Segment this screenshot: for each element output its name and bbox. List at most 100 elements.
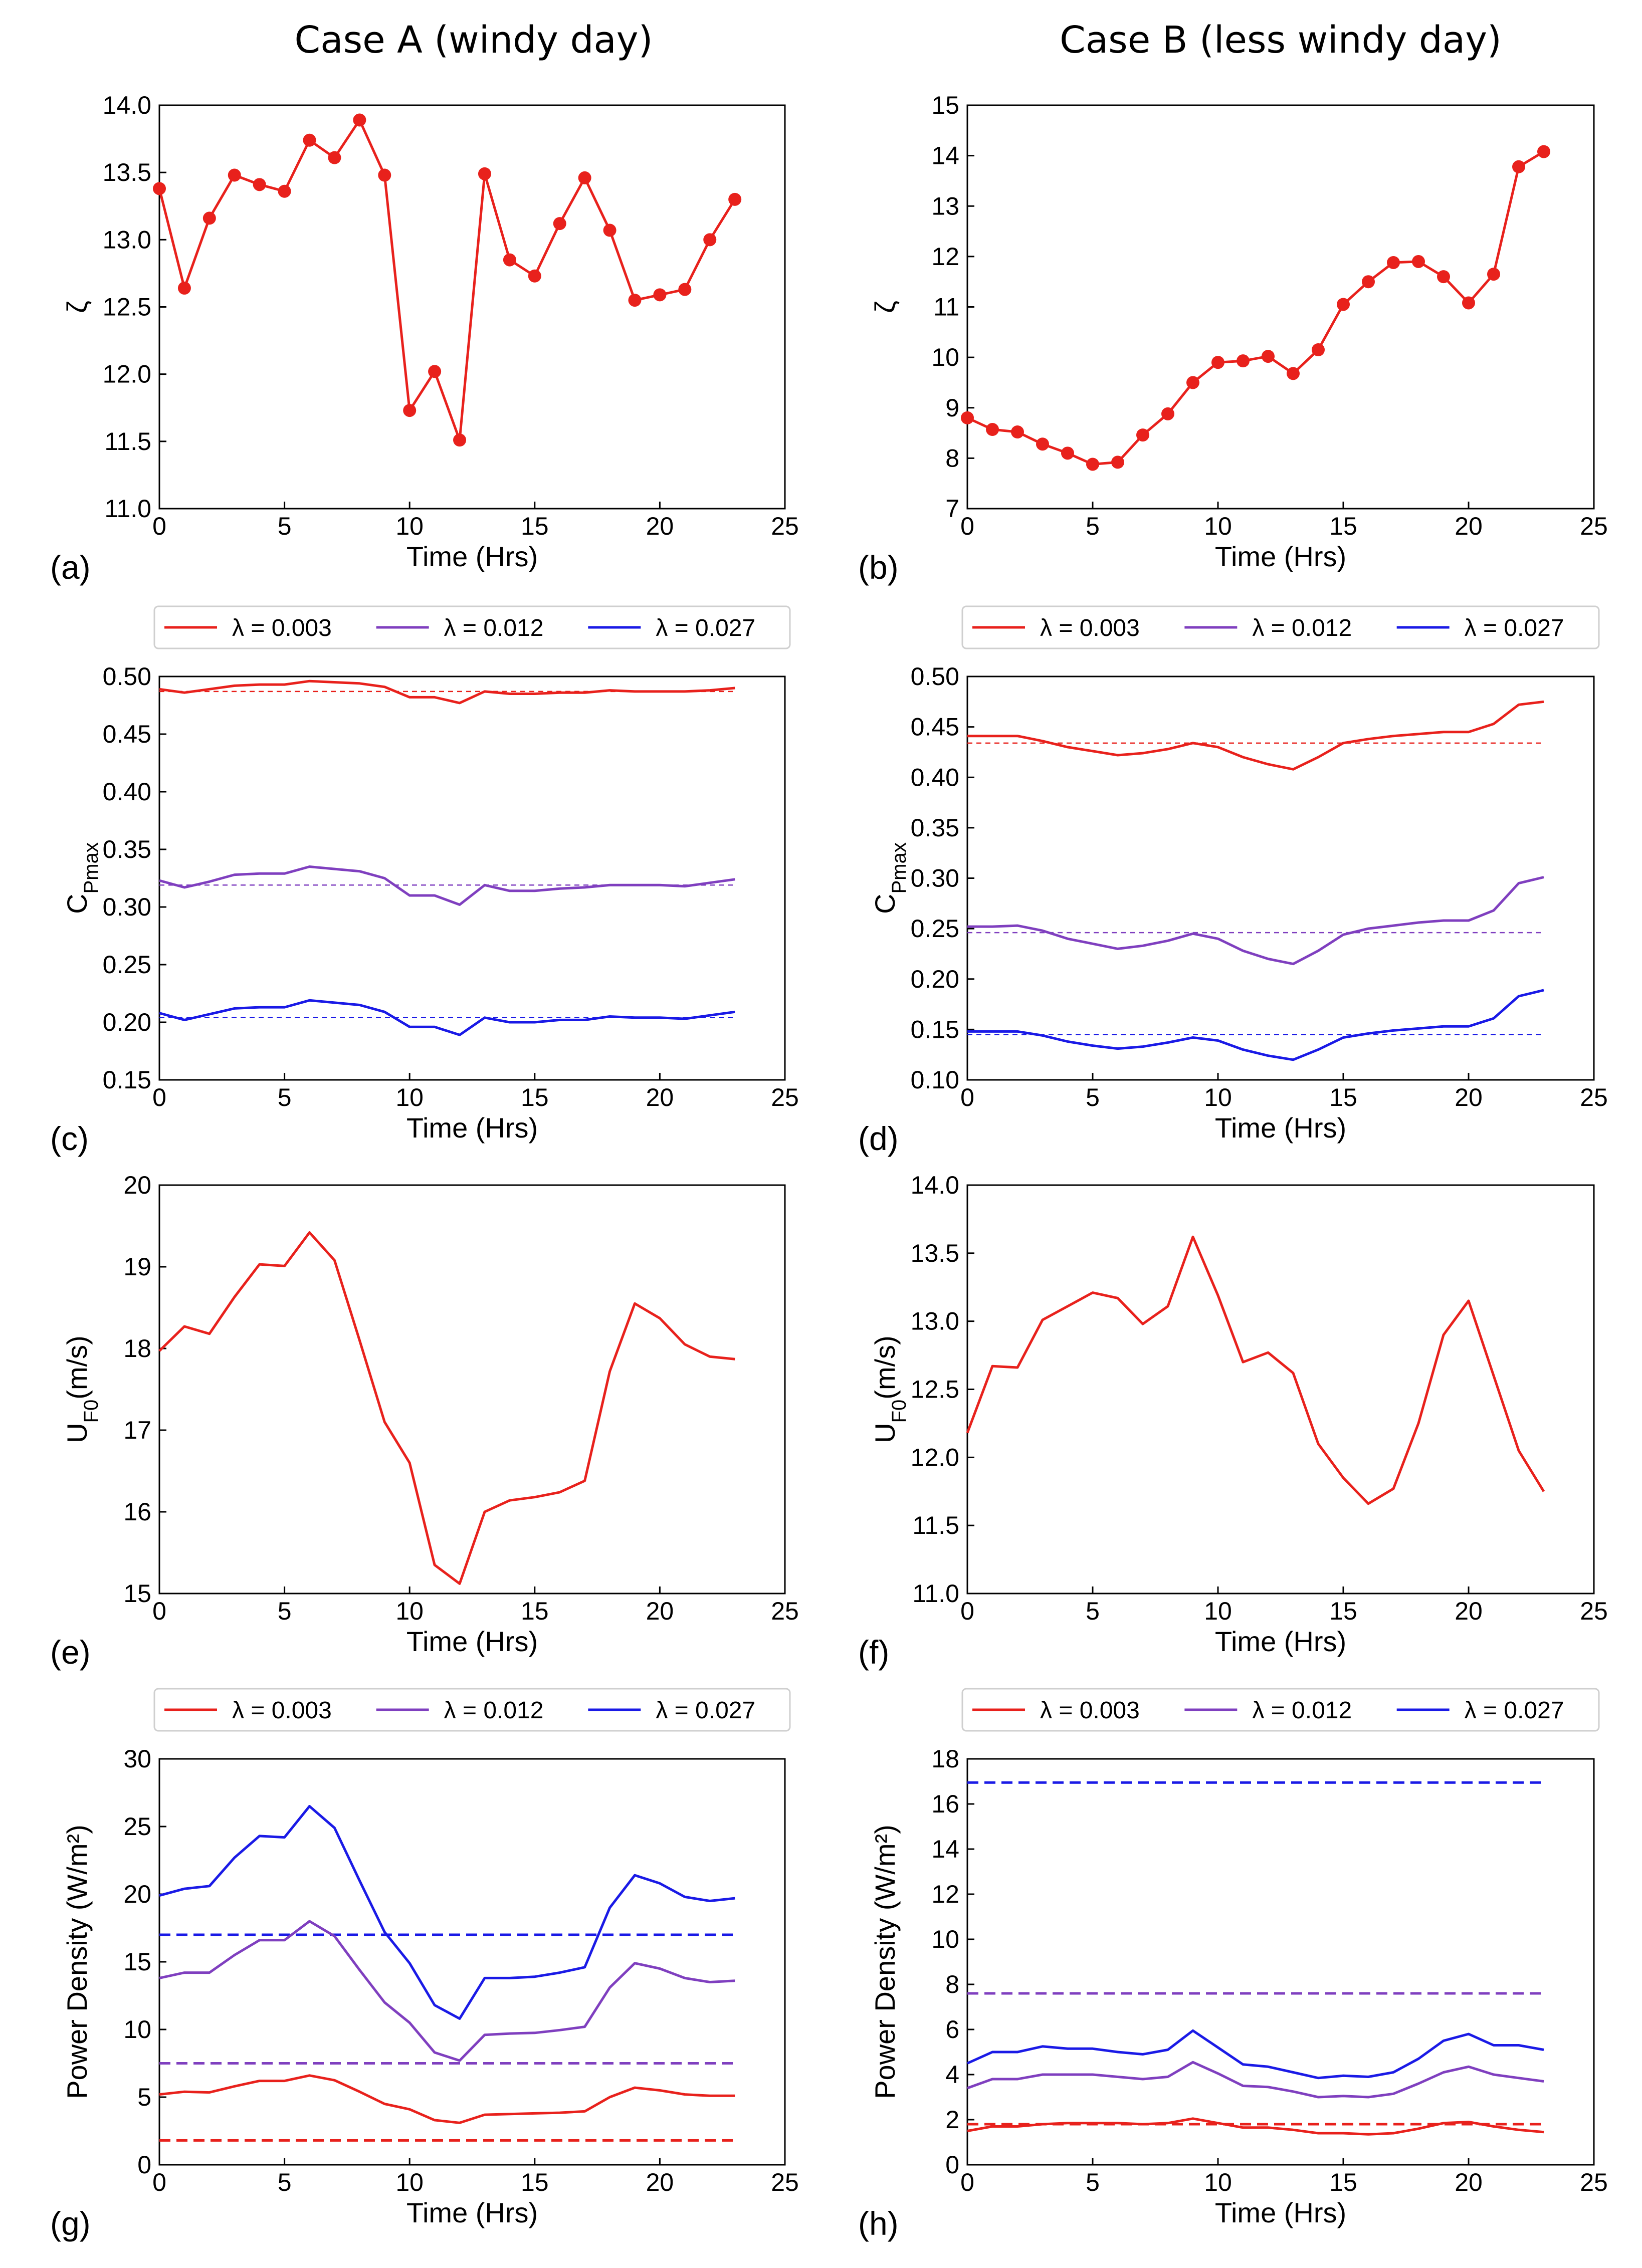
x-axis-label: Time (Hrs) [406, 2197, 538, 2228]
y-tick-label: 13.5 [911, 1239, 959, 1267]
x-axis-label: Time (Hrs) [1215, 2197, 1346, 2228]
y-tick-label: 12.0 [911, 1443, 959, 1471]
data-point [1186, 376, 1199, 389]
plot-frame [158, 1758, 786, 2166]
x-tick-label: 25 [1580, 512, 1608, 540]
legend-label: λ = 0.012 [444, 1697, 544, 1724]
data-point [428, 365, 442, 378]
data-point [1462, 296, 1475, 310]
data-point [478, 167, 491, 180]
data-point [1211, 356, 1224, 369]
series-line [159, 865, 735, 906]
data-point [628, 294, 642, 307]
x-tick-label: 5 [1086, 512, 1100, 540]
y-axis-label: Power Density (W/m²) [61, 1825, 93, 2099]
plot-frame [158, 1184, 786, 1595]
data-point [378, 168, 391, 182]
y-tick-label: 15 [123, 1948, 151, 1976]
y-tick-label: 13.5 [103, 158, 151, 186]
panel-label: (d) [858, 1120, 899, 1157]
x-tick-label: 20 [1455, 1083, 1483, 1111]
x-tick-label: 5 [1086, 1597, 1100, 1625]
y-tick-label: 11.5 [104, 427, 151, 456]
y-tick-label: 13 [931, 192, 959, 220]
x-tick-label: 0 [152, 512, 166, 540]
x-tick-label: 25 [1580, 1083, 1608, 1111]
x-tick-label: 15 [1329, 1083, 1357, 1111]
series-line [158, 119, 736, 441]
data-point [153, 182, 166, 195]
legend-box [961, 1688, 1600, 1732]
x-tick-label: 20 [1455, 2168, 1483, 2196]
data-point [228, 168, 241, 182]
panel-g: 0 5 10 15 20 25 0 5 10 15 20 25 30 Time (Hrs) Power De… [50, 1688, 799, 2242]
legend-box [153, 605, 791, 649]
x-tick-label: 25 [1580, 1597, 1608, 1625]
x-tick-label: 5 [1086, 1083, 1100, 1111]
data-point [1111, 456, 1124, 469]
y-tick-label: 18 [931, 1745, 959, 1773]
data-point [578, 171, 591, 184]
y-tick-label: 0.45 [911, 713, 959, 741]
legend-label: λ = 0.003 [1040, 1697, 1140, 1724]
panel-label: (c) [50, 1120, 89, 1157]
y-tick-label: 16 [931, 1790, 959, 1818]
x-tick-label: 0 [960, 2168, 974, 2196]
y-axis-label-main: ζ [869, 301, 901, 313]
x-tick-label: 15 [521, 1597, 549, 1625]
legend-label: λ = 0.012 [1252, 615, 1352, 641]
y-tick-label: 0.30 [911, 864, 959, 892]
data-point [453, 433, 467, 447]
x-tick-label: 20 [1455, 512, 1483, 540]
legend: λ = 0.003 λ = 0.012 λ = 0.027 [153, 1688, 791, 1732]
data-point [303, 133, 316, 147]
y-axis-label: UF0(m/s) [869, 1335, 910, 1443]
data-point [653, 288, 667, 302]
legend-label: λ = 0.003 [232, 615, 332, 641]
y-tick-label: 12 [931, 1880, 959, 1908]
x-axis-label: Time (Hrs) [406, 1626, 538, 1657]
y-tick-label: 12.5 [103, 293, 151, 321]
y-axis-label-subscript: F0 [80, 1400, 102, 1423]
data-point [328, 151, 341, 164]
y-tick-label: 14.0 [911, 1171, 959, 1199]
panel-label: (b) [858, 549, 899, 586]
plot-frame [966, 1758, 1595, 2166]
series-line [967, 700, 1544, 771]
legend-box [153, 1688, 791, 1732]
plot-frame [966, 104, 1595, 510]
panel-label: (g) [50, 2205, 91, 2242]
legend: λ = 0.003 λ = 0.012 λ = 0.027 [153, 605, 791, 649]
panel-label: (e) [50, 1634, 91, 1671]
legend-box [961, 605, 1600, 649]
x-tick-label: 0 [152, 1083, 166, 1111]
y-tick-label: 0.15 [103, 1066, 151, 1094]
x-tick-label: 10 [1204, 1083, 1232, 1111]
data-point [553, 217, 566, 231]
panel-label: (h) [858, 2205, 899, 2242]
plot-frame [966, 675, 1595, 1081]
data-point [1086, 458, 1099, 471]
legend: λ = 0.003 λ = 0.012 λ = 0.027 [961, 605, 1600, 649]
x-tick-label: 15 [1329, 1597, 1357, 1625]
x-tick-label: 25 [771, 1083, 799, 1111]
y-tick-label: 10 [931, 1925, 959, 1953]
panel-a: 0 5 10 15 20 25 11.0 11.5 12.0 12.5 13.0 13.5 14.0 Ti… [50, 91, 799, 586]
y-axis-label-subscript: Pmax [80, 842, 102, 893]
y-tick-label: 8 [945, 1970, 959, 1998]
y-tick-label: 16 [123, 1498, 151, 1526]
y-axis-label-unit: (m/s) [869, 1335, 901, 1400]
x-tick-label: 0 [960, 1597, 974, 1625]
x-axis-label: Time (Hrs) [406, 541, 538, 572]
x-tick-label: 20 [1455, 1597, 1483, 1625]
data-point [678, 283, 692, 296]
x-tick-label: 25 [771, 1597, 799, 1625]
y-axis-label-main: U [61, 1423, 93, 1443]
series-line [159, 999, 735, 1036]
legend-label: λ = 0.027 [1465, 615, 1564, 641]
y-tick-label: 12.5 [911, 1376, 959, 1404]
y-tick-label: 0.35 [911, 814, 959, 842]
data-point [403, 404, 417, 417]
